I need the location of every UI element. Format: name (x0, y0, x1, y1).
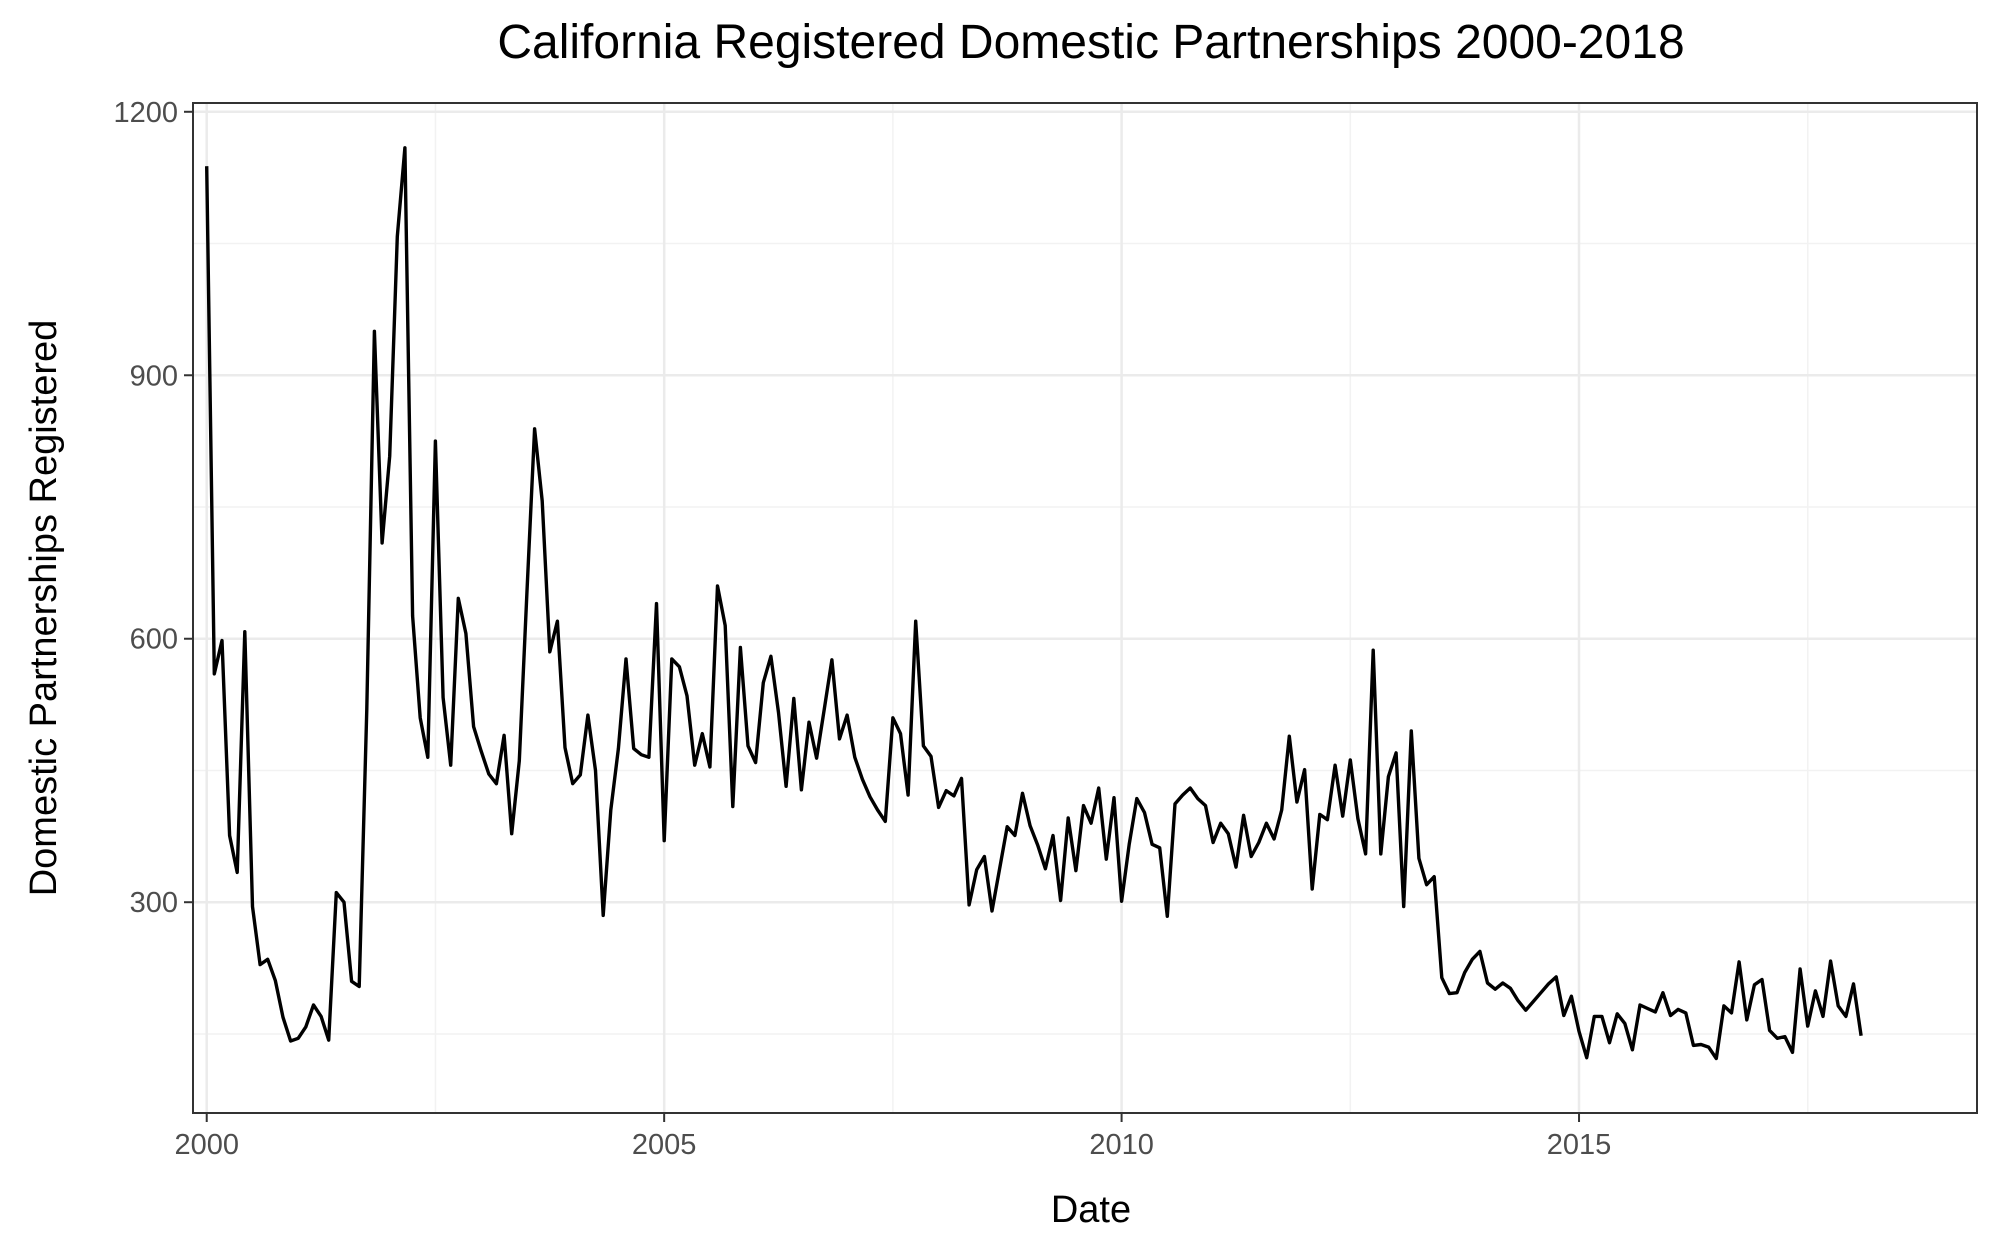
series-line (205, 146, 1863, 1061)
y-axis-title: Domestic Partnerships Registered (23, 320, 65, 897)
chart-title: California Registered Domestic Partnersh… (497, 16, 1684, 69)
x-tick-label: 2005 (632, 1129, 697, 1161)
series-layer (205, 146, 1863, 1061)
y-tick-label: 600 (130, 624, 178, 656)
y-tick-label: 300 (130, 887, 178, 919)
y-tick-label: 1200 (113, 97, 178, 129)
x-tick-label: 2015 (1547, 1129, 1612, 1161)
x-tick-label: 2000 (174, 1129, 239, 1161)
grid-layer (193, 103, 1977, 1113)
axis-layer: 2000 2005 2010 2015 300 600 900 1200 (113, 97, 1611, 1161)
x-axis-title: Date (1051, 1189, 1131, 1231)
x-tick-label: 2010 (1089, 1129, 1154, 1161)
y-tick-label: 900 (130, 360, 178, 392)
panel-border (192, 102, 1978, 1114)
